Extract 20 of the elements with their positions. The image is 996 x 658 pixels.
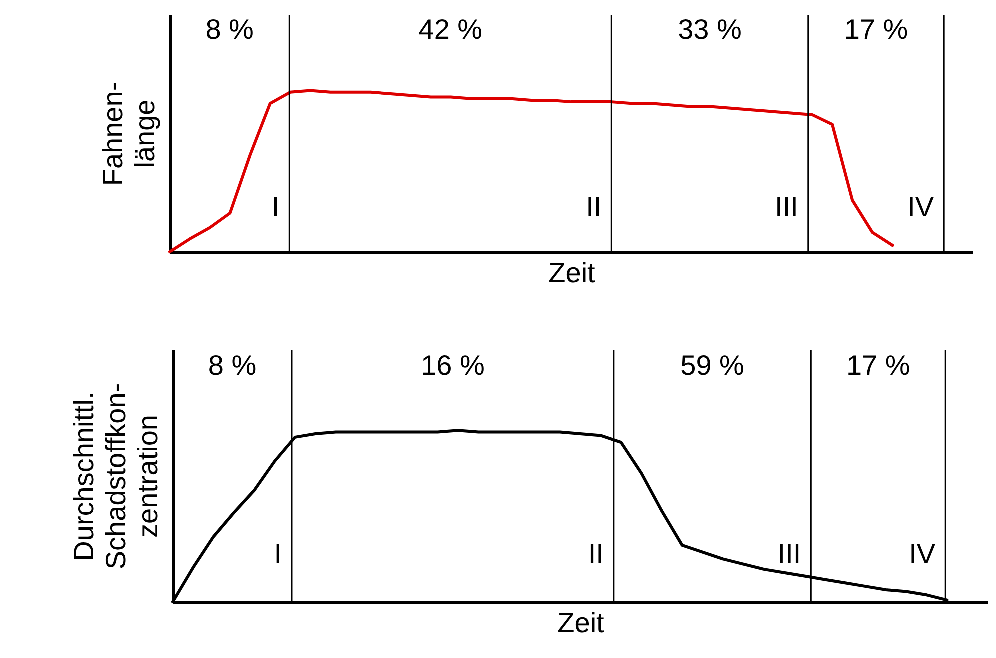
annotation: IV [908,191,934,222]
text: 59 % [680,350,744,382]
y-axis-title: Fahnen- länge [98,82,160,186]
text: 33 % [678,14,742,46]
annotation: IV [909,538,936,570]
text: 17 % [844,14,908,46]
y-axis-title: Durchschnittl. Schadstoffkon- zentration [68,383,164,570]
x-axis-title: Zeit [548,258,596,288]
text: 16 % [421,350,485,382]
annotation: III [775,191,798,222]
annotation: II [588,538,604,570]
text: 42 % [418,14,483,46]
x-axis-title: Zeit [558,608,605,638]
text: 8 % [208,350,257,382]
annotation: III [778,538,802,570]
annotation: II [586,191,602,222]
annotation: I [272,191,280,222]
text: 17 % [846,350,910,382]
text: 8 % [206,14,254,46]
annotation: I [274,538,282,570]
